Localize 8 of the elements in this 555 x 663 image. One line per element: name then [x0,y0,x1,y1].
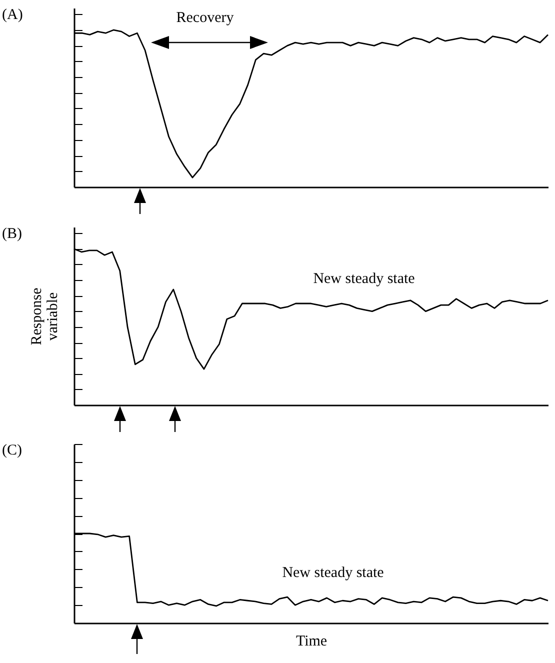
y-axis-title: Response variable [29,287,61,346]
x-axis-title: Time [296,634,328,650]
annotation: New steady state [313,271,416,287]
chart-title: (A) [2,7,23,23]
text: Recovery [176,10,234,26]
chart-title: (C) [2,442,22,458]
annotation: New steady state [282,565,384,581]
chart-title: (B) [2,226,22,242]
